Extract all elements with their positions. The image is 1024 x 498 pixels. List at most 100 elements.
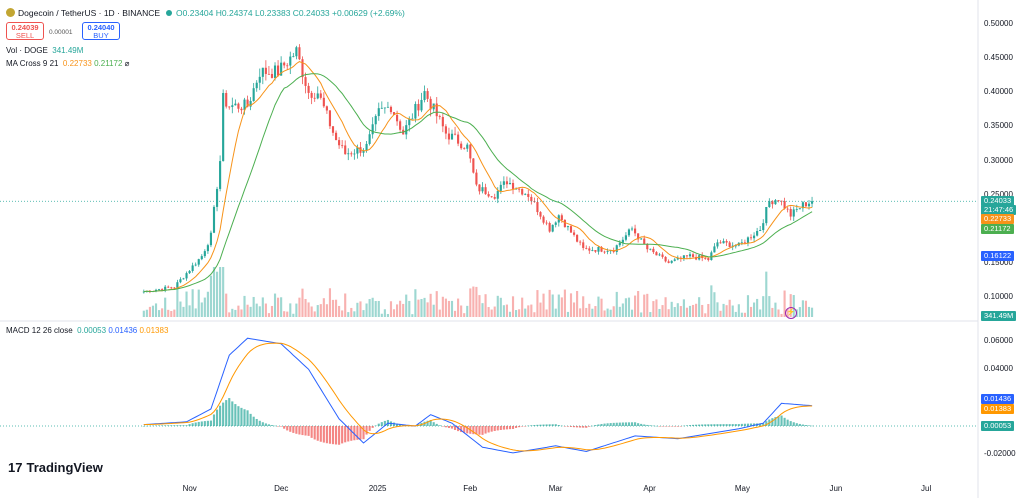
macd-histogram-bar [649,425,652,426]
macd-histogram-bar [264,423,267,426]
sell-button[interactable]: 0.24039 SELL [6,22,44,40]
macd-histogram-bar [280,426,283,427]
macd-histogram-bar [200,421,203,426]
ma-cross-legend[interactable]: MA Cross 9 21 0.22733 0.21172 ⌀ [6,59,130,68]
time-tick-label: 2025 [368,484,387,493]
volume-bar [603,310,606,317]
macd-histogram-bar [783,417,786,426]
candle-body [414,103,417,119]
macd-histogram-bar [792,422,795,426]
volume-bar [368,299,371,317]
macd-histogram-bar [185,425,188,426]
volume-bar [539,302,542,317]
macd-histogram-bar [252,416,255,426]
macd-histogram-bar [591,425,594,427]
macd-histogram-bar [432,422,435,426]
candle-body [435,103,438,117]
macd-histogram-bar [545,424,548,426]
volume-legend[interactable]: Vol · DOGE 341.49M [6,46,84,55]
volume-bar [753,302,756,317]
volume-bar [768,296,771,317]
candle-body [215,188,219,207]
candle-body [331,126,335,133]
macd-histogram-bar [780,415,783,426]
volume-tag: 341.49M [981,311,1017,321]
volume-bar [691,304,695,317]
volume-bar [606,308,609,317]
volume-bar [759,309,762,317]
candle-body [417,103,420,111]
macd-histogram-bar [463,426,466,433]
macd-histogram-bar [487,426,490,433]
macd-histogram-bar [188,424,191,426]
candle-body [460,143,463,149]
volume-bar [237,305,240,317]
macd-histogram-bar [704,424,707,426]
macd-histogram-bar [225,400,228,426]
macd-histogram-bar [527,425,530,427]
volume-bar [569,293,573,317]
volume-bar [420,299,423,317]
macd-histogram-bar [228,398,231,426]
candle-body [362,150,365,153]
candle-body [441,116,444,127]
macd-hist-tag: 0.00053 [981,421,1015,431]
volume-bar [215,271,219,317]
candle-body [511,182,515,189]
macd-histogram-bar [365,426,368,435]
volume-bar [478,295,481,317]
macd-histogram-bar [472,426,475,435]
volume-bar [432,304,435,317]
macd-histogram-bar [716,424,719,426]
candle-body [469,144,472,159]
candle-body [588,248,591,251]
volume-bar [698,297,701,317]
volume-bar [322,298,325,317]
candle-body [240,108,243,111]
macd-histogram-bar [548,424,551,426]
volume-bar [277,297,280,317]
volume-bar [158,310,161,317]
candle-body [603,251,606,253]
candle-body [426,91,429,99]
macd-legend[interactable]: MACD 12 26 close 0.00053 0.01436 0.01383 [6,326,169,335]
macd-histogram-bar [158,425,161,426]
macd-histogram-bar [801,424,804,426]
candle-body [267,73,270,75]
macd-histogram-bar [695,424,698,426]
buy-button[interactable]: 0.24040 BUY [82,22,120,40]
lightning-icon[interactable]: ⚡ [785,307,797,319]
volume-bar [771,307,774,317]
candle-body [640,238,643,240]
candle-body [664,256,667,262]
countdown-tag: 21:47:46 [981,205,1017,215]
candle-body [780,200,783,202]
volume-bar [664,297,667,317]
volume-bar [374,301,377,317]
macd-histogram-bar [685,425,689,426]
candle-body [328,110,332,127]
macd-histogram-bar [450,426,454,429]
volume-bar [295,303,298,317]
candle-body [423,91,426,100]
macd-histogram-bar [731,424,734,426]
volume-bar [533,312,536,317]
macd-histogram-bar [762,423,765,426]
candle-body [740,242,743,244]
macd-histogram-bar [518,426,521,428]
macd-histogram-bar [554,424,557,426]
macd-histogram-bar [267,424,270,426]
candle-body [170,287,173,289]
volume-bar [676,303,679,317]
volume-bar [475,286,478,317]
macd-histogram-bar [646,424,649,426]
macd-histogram-bar [582,426,585,428]
volume-bar [423,297,426,317]
candle-body [688,254,692,257]
volume-bar [585,307,588,317]
macd-histogram-bar [350,426,353,441]
volume-bar [618,306,621,317]
volume-bar [362,310,365,317]
volume-bar [347,312,350,317]
